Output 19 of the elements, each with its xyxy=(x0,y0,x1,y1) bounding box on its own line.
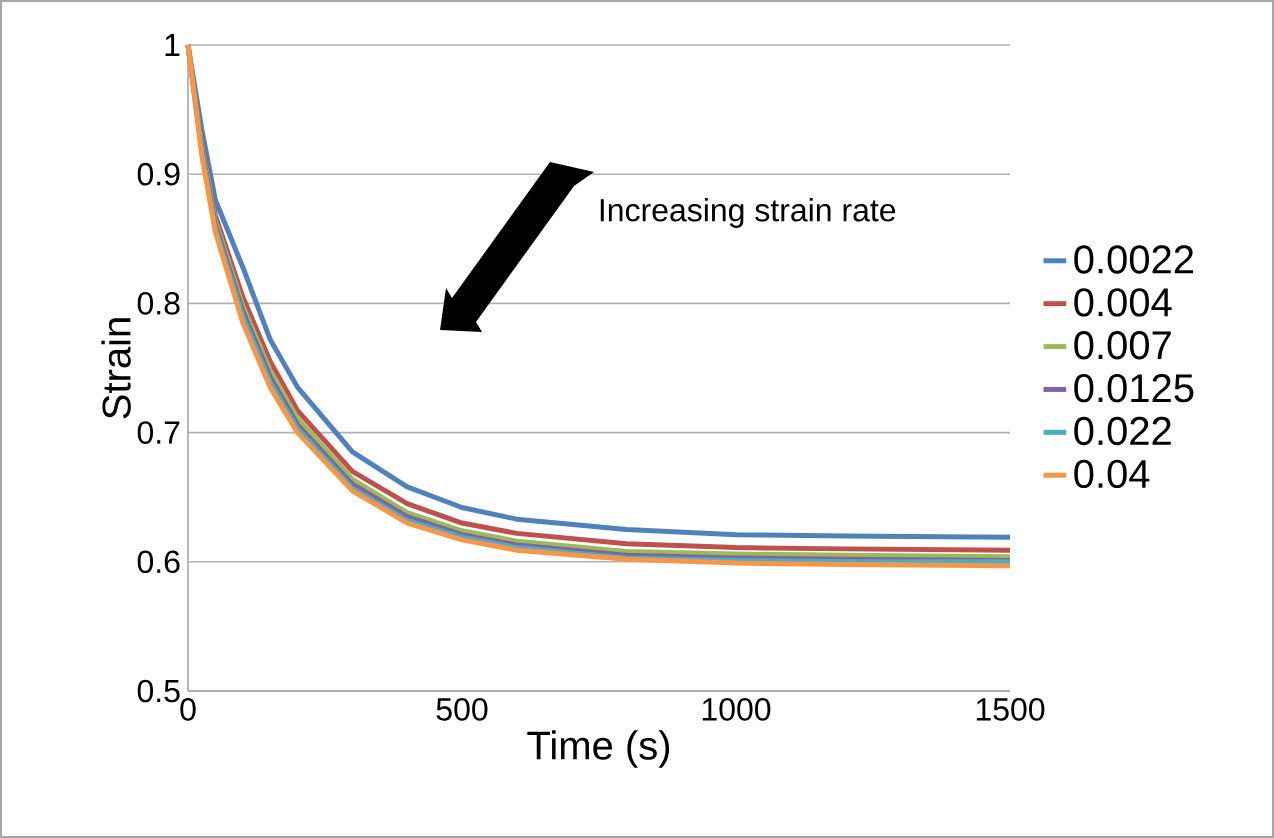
x-tick-label: 0 xyxy=(180,698,196,721)
legend-label: 0.04 xyxy=(1074,459,1150,489)
y-tick-label: 0.9 xyxy=(137,162,180,186)
legend-label: 0.0125 xyxy=(1074,373,1194,403)
y-tick-label: 0.5 xyxy=(137,679,180,703)
y-tick-label: 1 xyxy=(165,33,180,56)
x-tick-label: 1000 xyxy=(702,698,771,721)
annotation: Increasing strain rate xyxy=(600,198,896,228)
x-tick-label: 1500 xyxy=(976,698,1045,721)
y-tick-label: 0.6 xyxy=(137,550,180,574)
x-axis-title: Time (s) xyxy=(527,730,670,768)
y-tick-label: 0.8 xyxy=(137,292,180,315)
legend-label: 0.004 xyxy=(1074,288,1172,317)
legend-label: 0.022 xyxy=(1074,416,1171,446)
legend-label: 0.007 xyxy=(1074,331,1171,360)
y-tick-label: 0.7 xyxy=(137,421,180,444)
x-tick-label: 500 xyxy=(436,698,488,721)
legend-label: 0.0022 xyxy=(1074,245,1194,274)
y-axis-title: Strain xyxy=(101,318,131,419)
